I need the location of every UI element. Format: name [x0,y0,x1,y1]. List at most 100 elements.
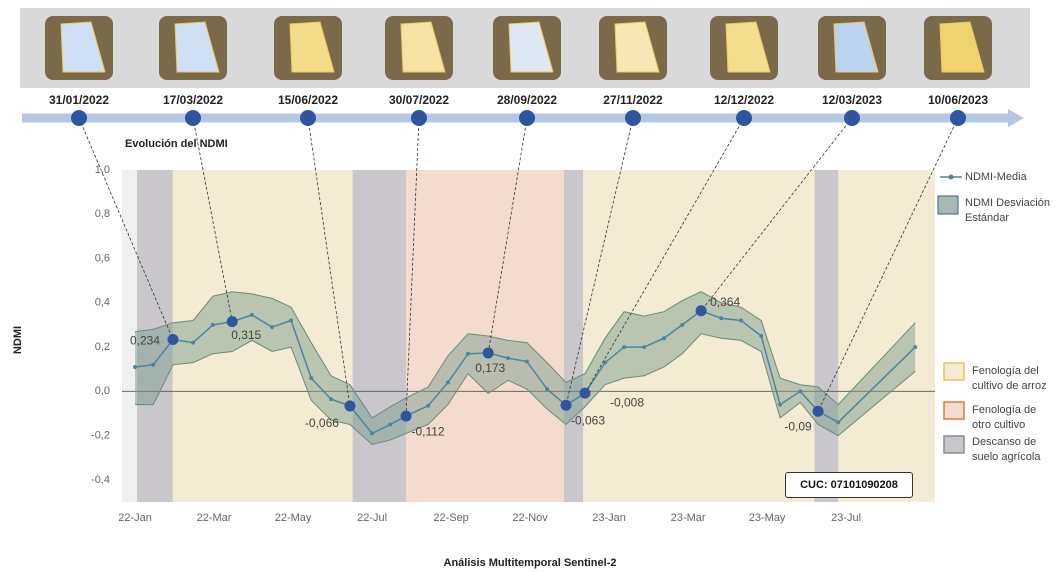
std-upper [134,291,916,419]
point [662,336,666,341]
thumbnail-field [939,21,985,73]
image-date: 31/01/2022 [49,93,109,107]
legend-label: NDMI-Media [965,171,1027,183]
legend-swatch [937,195,959,215]
highlight-point [167,334,179,346]
data-label: 0,234 [130,334,160,348]
region [352,170,407,502]
x-tick-label: 22-Sep [433,512,468,524]
y-tick-label: 0,6 [95,252,110,264]
data-label: -0,09 [784,419,812,433]
highlight-point [226,316,238,328]
image-date: 12/03/2023 [822,93,882,107]
std-band [135,291,916,445]
highlight-point [812,405,824,417]
point [466,351,471,356]
timeline-dot [625,110,641,126]
thumbnail-field [289,21,335,73]
x-tick-label: 22-Jan [118,512,152,524]
y-tick-label: 0,2 [95,341,110,353]
thumbnail-field [60,21,106,73]
thumbnail-field [833,21,879,73]
point [426,403,431,408]
data-label: -0,063 [571,413,605,427]
point [270,325,275,330]
region [564,170,584,502]
connector [78,117,174,340]
y-tick-label: -0,2 [91,430,110,442]
y-tick-label: 0,0 [95,385,110,397]
point [133,364,138,369]
point [445,380,450,385]
point [524,359,529,364]
x-tick-label: 22-Jul [357,512,387,524]
std-lower [135,333,916,446]
highlight-point [482,347,494,359]
point [309,376,314,381]
highlight-point [344,400,356,412]
data-label: 0,315 [231,328,261,342]
connector [307,117,351,406]
y-axis-title: NDMI [12,326,24,354]
point [210,322,215,327]
connector [817,117,959,412]
timeline-dot [300,110,316,126]
x-tick-label: 23-May [749,512,786,524]
point [642,345,647,350]
timeline-arrow [1008,109,1024,127]
point [739,318,744,323]
point [778,402,783,407]
connector [192,117,233,322]
point [191,340,196,345]
point [388,422,393,427]
thumbnail-field [508,21,554,73]
image-date: 15/06/2022 [278,93,338,107]
annotation-box: CUC: 07101090208 [785,472,913,498]
image-date: 30/07/2022 [389,93,449,107]
data-label: -0,008 [610,395,644,409]
timeline-dot [844,110,860,126]
thumbnail-field [725,21,771,73]
point [719,316,724,321]
image-date: 12/12/2022 [714,93,774,107]
connector [565,117,634,406]
legend-label: NDMI Desviación Estándar [965,197,1050,224]
point [603,360,608,365]
data-label: 0,173 [475,361,505,375]
y-tick-label: 1,0 [95,164,110,176]
legend-label: Descanso de suelo agrícola [972,436,1041,463]
image-date: 10/06/2023 [928,93,988,107]
thumbnail-field [614,21,660,73]
timeline-dot [411,110,427,126]
point [370,431,375,436]
x-tick-label: 23-Jan [592,512,626,524]
timeline-dot [736,110,752,126]
highlight-point [400,410,412,422]
point [759,334,764,338]
data-label: 0,364 [710,295,740,309]
x-tick-label: 23-Jul [831,512,861,524]
point [622,345,627,350]
x-axis-title: Análisis Multitemporal Sentinel-2 [444,557,617,569]
legend-swatch [943,362,965,381]
point [798,389,803,394]
data-label: -0,066 [305,416,339,430]
x-tick-label: 22-Nov [512,512,548,524]
timeline-dot [950,110,966,126]
legend-dot [948,174,954,180]
highlight-point [695,305,707,317]
point [151,362,156,367]
connector [700,117,853,312]
point [913,345,918,350]
highlight-point [579,387,591,399]
point [505,356,510,361]
y-tick-label: 0,8 [95,208,110,220]
x-tick-label: 22-Mar [197,512,232,524]
thumbnail-field [174,21,220,73]
point [545,387,550,392]
y-tick-label: 0,4 [95,297,110,309]
image-date: 27/11/2022 [603,93,663,107]
image-date: 28/09/2022 [497,93,557,107]
